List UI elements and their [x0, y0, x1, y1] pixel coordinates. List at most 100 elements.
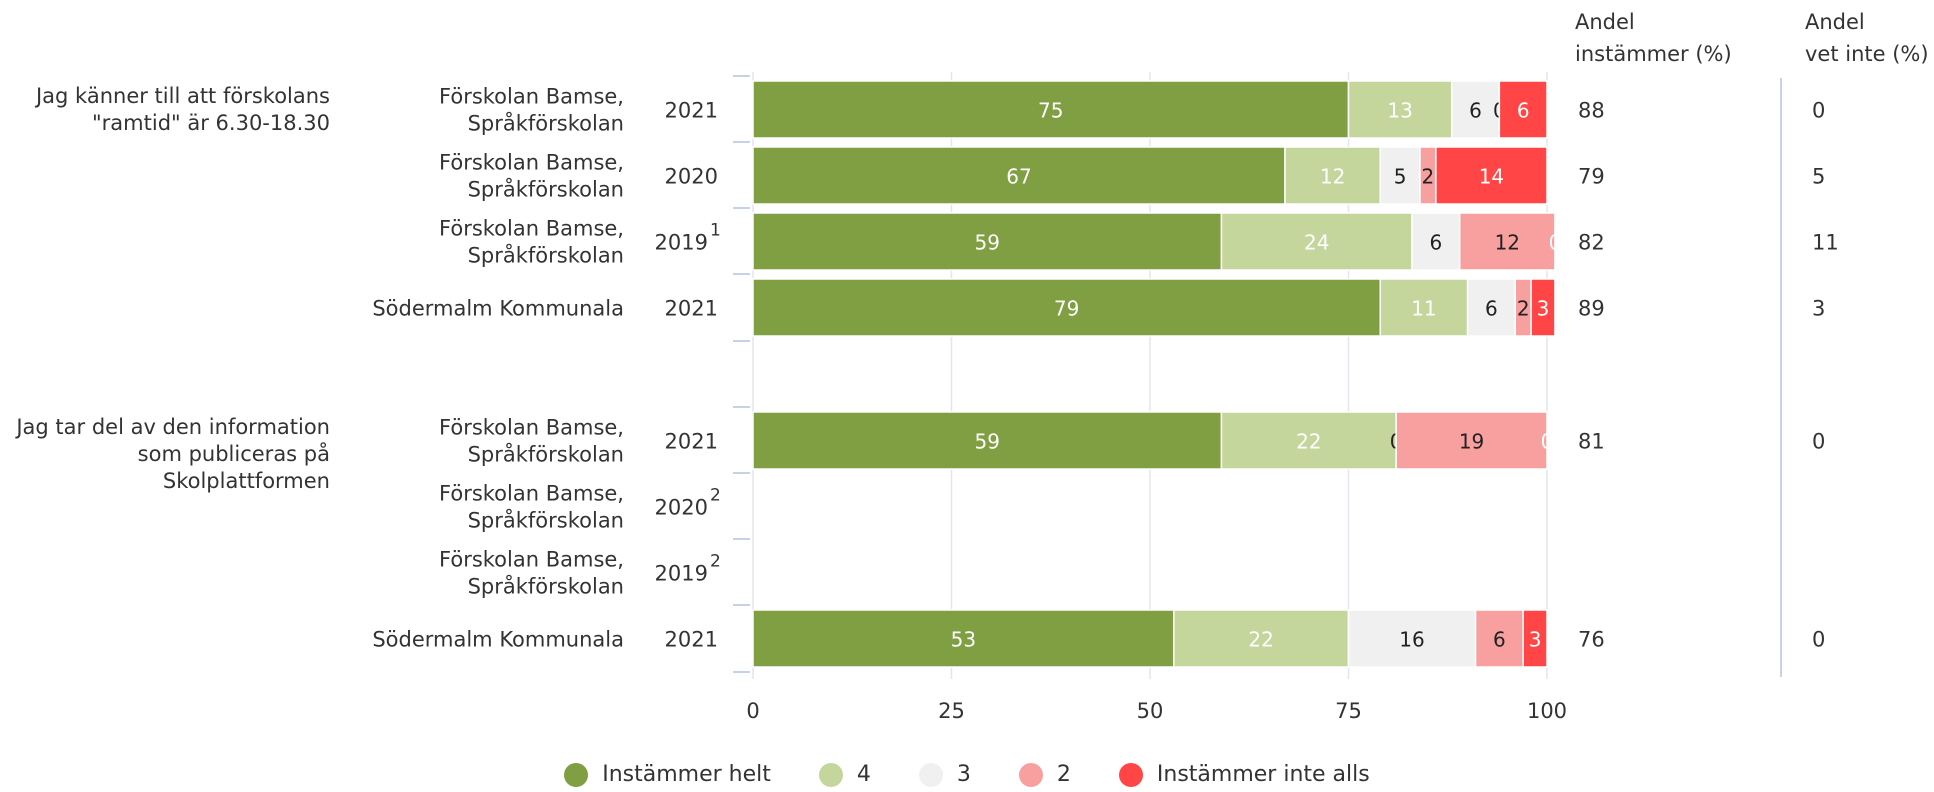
x-tick-label-0: 0	[746, 699, 759, 723]
header-share-agree-line2: instämmer (%)	[1575, 42, 1732, 66]
unit-label: Södermalm Kommunala	[372, 297, 624, 321]
data-label: 11	[1411, 297, 1436, 321]
legend-label-3: 3	[956, 762, 971, 787]
share-agree-value: 82	[1578, 231, 1605, 255]
data-label: 16	[1399, 628, 1424, 652]
bar-segment-3	[1450, 80, 1501, 139]
unit-label: Förskolan Bamse,	[439, 151, 624, 175]
unit-label: Förskolan Bamse,	[439, 548, 624, 572]
data-label: 6	[1469, 99, 1482, 123]
question-label: "ramtid" är 6.30-18.30	[92, 111, 330, 135]
data-label: 22	[1296, 430, 1321, 454]
unit-label: Förskolan Bamse,	[439, 85, 624, 109]
legend-item-4[interactable]: 4	[818, 762, 871, 787]
unit-label: Språkförskolan	[468, 177, 624, 202]
question-label: Jag känner till att förskolans	[34, 84, 330, 108]
data-label: 6	[1429, 231, 1442, 255]
data-label: 79	[1054, 297, 1079, 321]
bar-segment-3	[1347, 609, 1477, 668]
share-agree-value: 88	[1578, 99, 1605, 123]
legend-swatch-2	[1018, 762, 1043, 787]
legend-label-agree-fully: Instämmer helt	[602, 762, 771, 787]
year-label: 2021	[665, 99, 718, 123]
footnote-marker: 2	[710, 552, 721, 572]
bar-segment-5	[1522, 609, 1548, 668]
bar-segment-5	[1435, 146, 1548, 205]
share-dont-know-value: 5	[1812, 165, 1825, 189]
bar-segment-2	[1379, 278, 1469, 337]
legend-item-disagree-fully[interactable]: Instämmer inte alls	[1118, 762, 1370, 787]
unit-label: Förskolan Bamse,	[439, 416, 624, 440]
legend-swatch-disagree-fully	[1118, 762, 1143, 787]
share-agree-value: 81	[1578, 430, 1605, 454]
legend-item-agree-fully[interactable]: Instämmer helt	[564, 762, 771, 787]
unit-label: Språkförskolan	[468, 111, 624, 136]
data-label: 12	[1495, 231, 1520, 255]
year-label: 2019	[655, 231, 708, 255]
x-tick-label-25: 25	[938, 699, 965, 723]
header-share-dont-know: Andel vet inte (%)	[1805, 6, 1929, 70]
header-share-dont-know-line1: Andel	[1805, 10, 1865, 34]
data-label: 6	[1485, 297, 1498, 321]
question-label: som publiceras på	[138, 441, 330, 466]
bar-segment-4	[1474, 609, 1524, 668]
bar-segment-2	[1220, 411, 1397, 470]
unit-label: Språkförskolan	[468, 442, 624, 467]
bar-segment-3	[1379, 146, 1421, 205]
unit-label: Förskolan Bamse,	[439, 482, 624, 506]
question-label: Skolplattformen	[163, 469, 330, 493]
data-label: 5	[1394, 165, 1407, 189]
bar-segment-5	[1498, 80, 1548, 139]
footnote-marker: 1	[710, 221, 721, 241]
legend: Instämmer helt 4 3 2 Instämmer inte alls	[0, 762, 1934, 787]
data-label: 13	[1387, 99, 1412, 123]
data-label: 0	[1549, 231, 1562, 255]
bar-segment-2	[1347, 80, 1453, 139]
unit-label: Språkförskolan	[468, 574, 624, 599]
data-label: 67	[1006, 165, 1031, 189]
share-dont-know-value: 3	[1812, 297, 1825, 321]
legend-label-4: 4	[856, 762, 871, 787]
legend-swatch-4	[818, 762, 843, 787]
share-agree-value: 79	[1578, 165, 1605, 189]
unit-label: Förskolan Bamse,	[439, 217, 624, 241]
legend-swatch-3	[918, 762, 943, 787]
legend-item-3[interactable]: 3	[918, 762, 971, 787]
data-label: 3	[1537, 297, 1550, 321]
data-label: 0	[1541, 430, 1554, 454]
year-label: 2021	[665, 430, 718, 454]
bar-segment-1	[752, 80, 1350, 139]
header-share-agree-line1: Andel	[1575, 10, 1635, 34]
legend-item-2[interactable]: 2	[1018, 762, 1071, 787]
bar-segment-4	[1395, 411, 1548, 470]
share-dont-know-value: 0	[1812, 430, 1825, 454]
bar-segment-5	[1530, 278, 1556, 337]
data-label: 3	[1529, 628, 1542, 652]
bar-segment-2	[1284, 146, 1382, 205]
bar-segment-1	[752, 146, 1286, 205]
year-label: 2019	[655, 562, 708, 586]
share-dont-know-value: 0	[1812, 628, 1825, 652]
data-label: 6	[1517, 99, 1530, 123]
year-label: 2020	[655, 496, 708, 520]
data-label: 2	[1422, 165, 1435, 189]
share-dont-know-value: 11	[1812, 231, 1839, 255]
bar-segment-4	[1458, 212, 1556, 271]
share-agree-value: 76	[1578, 628, 1605, 652]
data-label: 2	[1517, 297, 1530, 321]
bar-segment-3	[1411, 212, 1461, 271]
bar-segment-2	[1220, 212, 1413, 271]
share-dont-know-value: 0	[1812, 99, 1825, 123]
bar-segment-2	[1173, 609, 1350, 668]
header-share-agree: Andel instämmer (%)	[1575, 6, 1732, 70]
unit-label: Språkförskolan	[468, 508, 624, 533]
legend-label-2: 2	[1056, 762, 1071, 787]
footnote-marker: 2	[710, 486, 721, 506]
bar-segment-3	[1466, 278, 1516, 337]
year-label: 2021	[665, 628, 718, 652]
data-label: 75	[1038, 99, 1063, 123]
share-agree-value: 89	[1578, 297, 1605, 321]
data-label: 53	[951, 628, 976, 652]
legend-swatch-agree-fully	[564, 762, 589, 787]
